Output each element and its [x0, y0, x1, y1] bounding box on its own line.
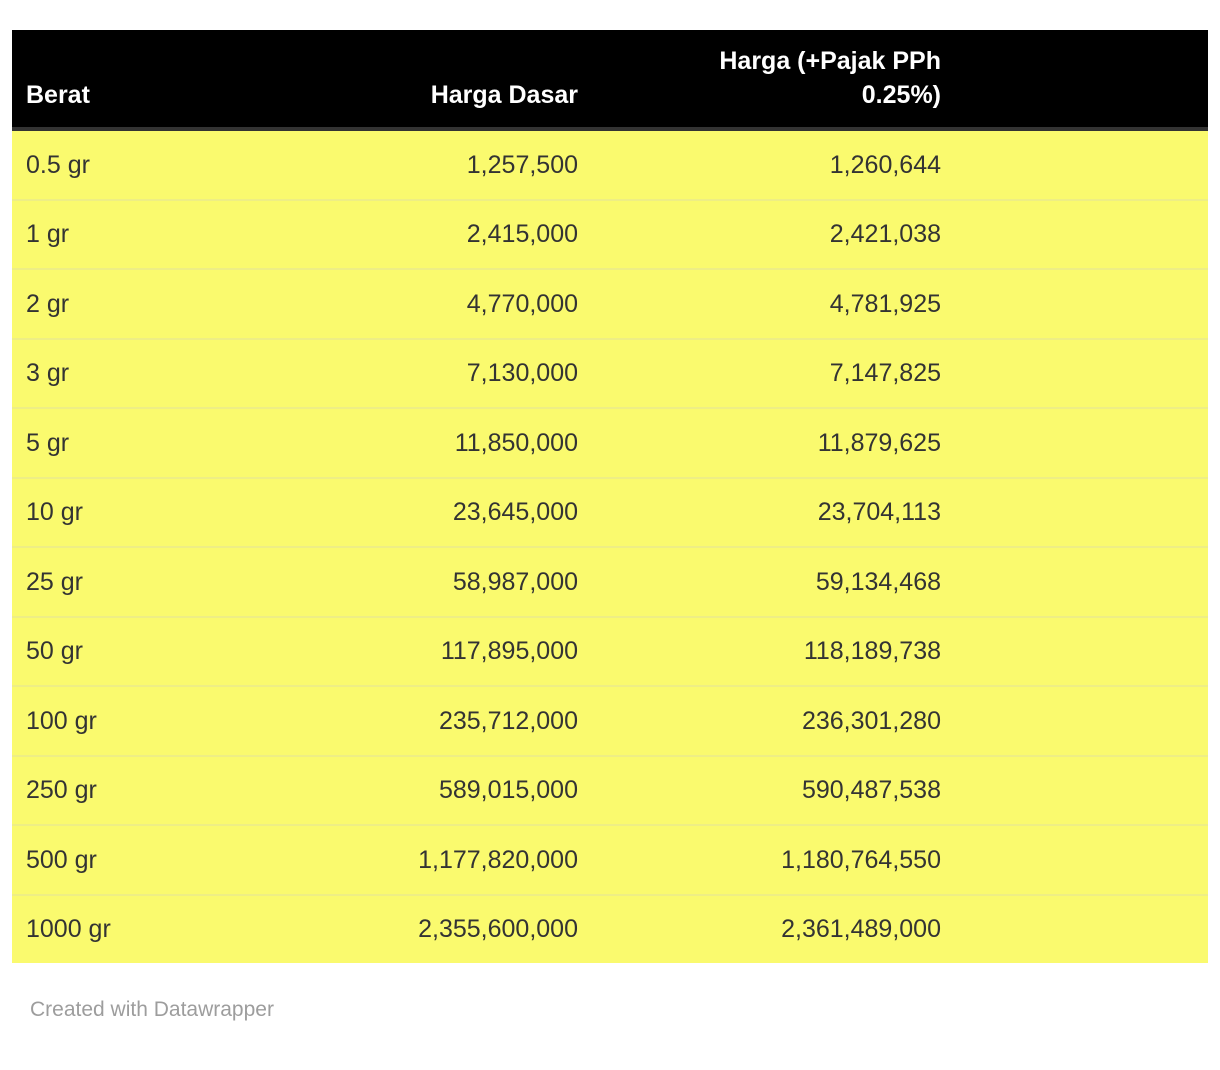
- weight-cell: 50 gr: [12, 615, 298, 686]
- price-cell: 58,987,000: [298, 546, 592, 617]
- column-header-filler: [955, 30, 1208, 131]
- weight-cell: 1 gr: [12, 198, 298, 269]
- filler-cell: [955, 754, 1208, 825]
- price-cell: 1,177,820,000: [298, 824, 592, 895]
- datawrapper-credit-link[interactable]: Created with Datawrapper: [30, 998, 274, 1021]
- price-cell: 7,147,825: [592, 337, 955, 408]
- filler-cell: [955, 476, 1208, 547]
- price-cell: 23,645,000: [298, 476, 592, 547]
- table-row: 0.5 gr 1,257,500 1,260,644: [12, 129, 1208, 200]
- filler-cell: [955, 129, 1208, 200]
- table-row: 3 gr 7,130,000 7,147,825: [12, 337, 1208, 408]
- footer: Created with Datawrapper: [0, 963, 1220, 1023]
- weight-cell: 500 gr: [12, 824, 298, 895]
- price-cell: 590,487,538: [592, 754, 955, 825]
- price-cell: 2,355,600,000: [298, 893, 592, 963]
- filler-cell: [955, 407, 1208, 478]
- table-row: 50 gr 117,895,000 118,189,738: [12, 615, 1208, 686]
- price-cell: 4,781,925: [592, 268, 955, 339]
- table-row: 500 gr 1,177,820,000 1,180,764,550: [12, 824, 1208, 895]
- table-row: 5 gr 11,850,000 11,879,625: [12, 407, 1208, 478]
- filler-cell: [955, 268, 1208, 339]
- table-header: Berat Harga Dasar Harga (+Pajak PPh 0.25%): [12, 30, 1208, 131]
- table-row: 1000 gr 2,355,600,000 2,361,489,000: [12, 893, 1208, 963]
- price-cell: 7,130,000: [298, 337, 592, 408]
- filler-cell: [955, 337, 1208, 408]
- price-cell: 2,361,489,000: [592, 893, 955, 963]
- price-cell: 236,301,280: [592, 685, 955, 756]
- filler-cell: [955, 893, 1208, 963]
- price-cell: 23,704,113: [592, 476, 955, 547]
- price-cell: 59,134,468: [592, 546, 955, 617]
- column-header: Harga (+Pajak PPh 0.25%): [592, 30, 955, 131]
- price-cell: 1,257,500: [298, 129, 592, 200]
- filler-cell: [955, 198, 1208, 269]
- table-body: 0.5 gr 1,257,500 1,260,644 1 gr 2,415,000 2,4…: [12, 129, 1208, 963]
- filler-cell: [955, 685, 1208, 756]
- filler-cell: [955, 615, 1208, 686]
- price-cell: 4,770,000: [298, 268, 592, 339]
- column-header: Berat: [12, 30, 298, 131]
- price-cell: 118,189,738: [592, 615, 955, 686]
- table-row: 2 gr 4,770,000 4,781,925: [12, 268, 1208, 339]
- price-cell: 2,421,038: [592, 198, 955, 269]
- weight-cell: 10 gr: [12, 476, 298, 547]
- filler-cell: [955, 546, 1208, 617]
- price-cell: 235,712,000: [298, 685, 592, 756]
- price-cell: 11,850,000: [298, 407, 592, 478]
- weight-cell: 100 gr: [12, 685, 298, 756]
- price-cell: 117,895,000: [298, 615, 592, 686]
- price-table: Berat Harga Dasar Harga (+Pajak PPh 0.25%)…: [12, 30, 1208, 963]
- table-row: 250 gr 589,015,000 590,487,538: [12, 754, 1208, 825]
- table-row: 10 gr 23,645,000 23,704,113: [12, 476, 1208, 547]
- weight-cell: 1000 gr: [12, 893, 298, 963]
- price-cell: 1,260,644: [592, 129, 955, 200]
- table-header-row: Berat Harga Dasar Harga (+Pajak PPh 0.25%): [12, 30, 1208, 131]
- table-row: 25 gr 58,987,000 59,134,468: [12, 546, 1208, 617]
- weight-cell: 250 gr: [12, 754, 298, 825]
- column-header: Harga Dasar: [298, 30, 592, 131]
- price-cell: 11,879,625: [592, 407, 955, 478]
- price-cell: 589,015,000: [298, 754, 592, 825]
- table-row: 100 gr 235,712,000 236,301,280: [12, 685, 1208, 756]
- table-row: 1 gr 2,415,000 2,421,038: [12, 198, 1208, 269]
- filler-cell: [955, 824, 1208, 895]
- weight-cell: 5 gr: [12, 407, 298, 478]
- price-cell: 1,180,764,550: [592, 824, 955, 895]
- price-cell: 2,415,000: [298, 198, 592, 269]
- price-table-container: Berat Harga Dasar Harga (+Pajak PPh 0.25%)…: [12, 30, 1208, 963]
- weight-cell: 0.5 gr: [12, 129, 298, 200]
- weight-cell: 2 gr: [12, 268, 298, 339]
- weight-cell: 3 gr: [12, 337, 298, 408]
- weight-cell: 25 gr: [12, 546, 298, 617]
